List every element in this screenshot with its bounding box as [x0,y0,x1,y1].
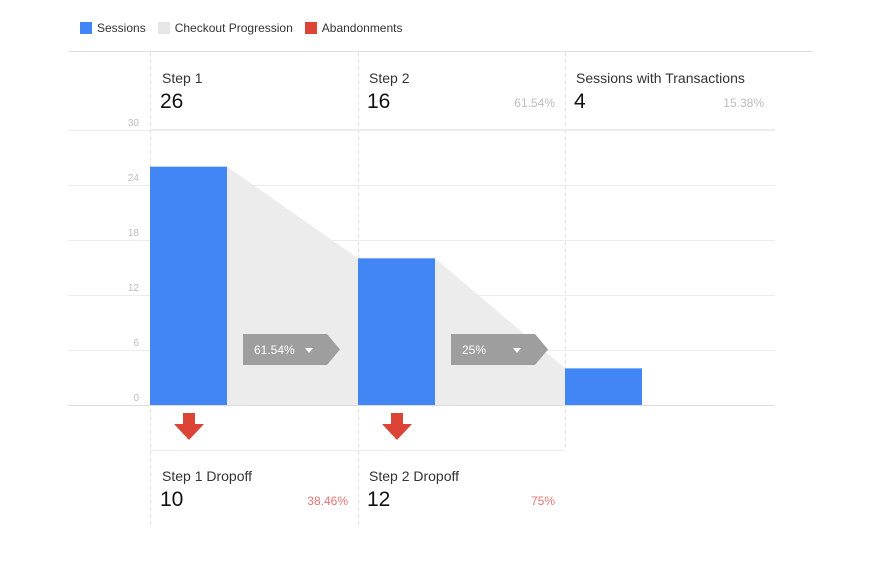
progression-tag[interactable]: 61.54% [243,334,340,365]
transactions-stat: Sessions with Transactions 4 15.38% [564,52,774,129]
legend-label: Abandonments [321,21,403,35]
dropoff-label: Step 1 Dropoff [162,468,253,484]
dropoff-percent: 38.46% [307,494,348,508]
step-label: Step 2 [369,70,410,86]
progression-tag-label: 25% [462,343,486,357]
legend-swatch-abandonments [304,22,317,34]
step-value: 4 [574,90,586,113]
legend-item-checkout-progression[interactable]: Checkout Progression [157,21,293,35]
step-1-dropoff-stat: Step 1 Dropoff 10 38.46% [150,450,358,525]
progression-tag-shape [243,334,340,365]
y-tick-label: 30 [128,118,140,129]
step-1-stat: Step 1 26 [150,52,358,129]
y-tick-label: 24 [128,173,140,184]
column-separators [150,52,775,525]
y-tick-label: 0 [133,393,139,404]
legend-label: Sessions [97,21,146,35]
arrow-down-icon [382,413,412,440]
legend-label: Checkout Progression [174,21,293,35]
step-2-stat: Step 2 16 61.54% [357,52,565,129]
dropoff-value: 10 [160,488,184,511]
caret-down-icon [513,348,521,353]
dropoff-label: Step 2 Dropoff [369,468,460,484]
bar-2[interactable] [358,258,435,405]
y-tick-label: 18 [128,228,140,239]
bar-1[interactable] [150,166,227,405]
legend: Sessions Checkout Progression Abandonmen… [80,20,415,36]
step-label: Sessions with Transactions [576,70,745,86]
y-axis: 0 6 12 18 24 30 [128,118,140,404]
progression-tag-label: 61.54% [254,343,295,357]
dropoff-arrows [174,413,412,440]
legend-item-abandonments[interactable]: Abandonments [304,21,403,35]
progression-tag-shape [451,334,548,365]
step-value: 16 [367,90,391,113]
legend-swatch-checkout-progression [157,22,170,34]
step-value: 26 [160,90,184,113]
step-label: Step 1 [162,70,203,86]
arrow-down-icon [174,413,204,440]
progression-area-segment [227,166,358,405]
progression-area-segment [435,258,565,405]
legend-item-sessions[interactable]: Sessions [80,21,146,35]
step-percent: 61.54% [514,96,555,110]
y-tick-label: 6 [133,338,139,349]
dropoff-value: 12 [367,488,391,511]
step-2-dropoff-stat: Step 2 Dropoff 12 75% [357,450,565,525]
bars [150,166,642,405]
progression-tag[interactable]: 25% [451,334,548,365]
top-divider [68,51,813,52]
step-percent: 15.38% [723,96,764,110]
dropoff-percent: 75% [530,494,555,508]
progression-tags: 61.54% 25% [243,334,548,365]
y-tick-label: 12 [128,283,140,294]
caret-down-icon [305,348,313,353]
legend-swatch-sessions [80,22,92,34]
bar-3[interactable] [565,368,642,405]
